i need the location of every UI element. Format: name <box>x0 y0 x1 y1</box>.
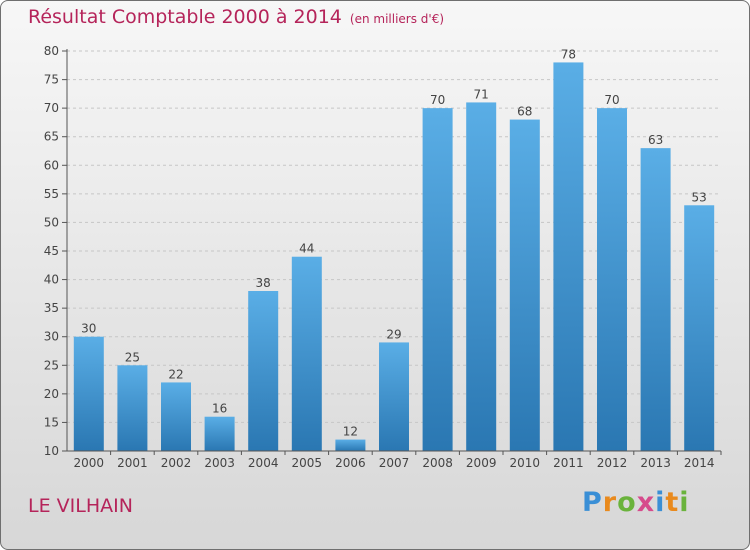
bar-value-label: 16 <box>212 402 227 416</box>
bar <box>161 382 191 451</box>
bar-value-label: 70 <box>430 93 445 107</box>
logo-letter: i <box>655 487 666 518</box>
x-tick-label: 2001 <box>117 456 148 470</box>
bar-value-label: 71 <box>474 87 489 101</box>
bar-value-label: 30 <box>81 322 96 336</box>
chart-title-text: Résultat Comptable 2000 à 2014 <box>28 6 342 28</box>
logo-letter: x <box>636 487 656 518</box>
bar <box>684 205 715 451</box>
y-tick-label: 20 <box>44 387 59 401</box>
commune-name: LE VILHAIN <box>28 495 133 517</box>
bar <box>553 62 584 452</box>
logo-letter: o <box>617 487 637 518</box>
x-tick-label: 2006 <box>335 456 366 470</box>
bar <box>597 108 627 452</box>
bar <box>204 416 235 451</box>
bar <box>73 336 104 451</box>
bar-value-label: 68 <box>517 105 532 119</box>
bar-value-label: 70 <box>604 93 619 107</box>
x-tick-label: 2010 <box>510 456 541 470</box>
y-tick-label: 65 <box>44 130 59 144</box>
bar <box>466 102 497 451</box>
y-tick-label: 30 <box>44 330 59 344</box>
y-tick-label: 50 <box>44 215 59 229</box>
y-tick-label: 15 <box>44 415 59 429</box>
axes: 10 15 20 25 30 35 40 45 50 55 60 65 70 75 80 2000 2001 20… <box>44 44 722 470</box>
bar <box>509 119 540 452</box>
bar-value-label: 22 <box>168 367 183 381</box>
x-tick-label: 2007 <box>379 456 410 470</box>
y-tick-label: 75 <box>44 73 59 87</box>
x-tick-label: 2011 <box>553 456 584 470</box>
bar-value-label: 44 <box>299 242 314 256</box>
y-tick-label: 25 <box>44 358 59 372</box>
logo-letter: P <box>582 487 603 518</box>
chart-title: Résultat Comptable 2000 à 2014 (en millie… <box>28 6 444 28</box>
y-tick-label: 10 <box>44 444 59 458</box>
chart-unit: (en milliers d'€) <box>349 12 445 26</box>
bar <box>117 365 148 451</box>
logo-letter: r <box>602 487 618 518</box>
y-tick-label: 80 <box>44 44 59 58</box>
proxiti-logo: Proxiti <box>582 487 690 518</box>
bar <box>379 342 409 451</box>
y-tick-label: 70 <box>44 101 59 115</box>
y-tick-label: 55 <box>44 187 59 201</box>
bar-value-label: 25 <box>125 350 140 364</box>
x-tick-label: 2013 <box>640 456 671 470</box>
bar-value-label: 63 <box>648 133 663 147</box>
x-tick-label: 2009 <box>466 456 497 470</box>
y-tick-label: 45 <box>44 244 59 258</box>
x-tick-label: 2002 <box>161 456 192 470</box>
bar-value-label: 38 <box>256 276 271 290</box>
bars <box>73 62 715 452</box>
bar-value-label: 29 <box>386 327 401 341</box>
bar-value-label: 78 <box>561 47 576 61</box>
bar <box>248 291 279 451</box>
logo-letter: t <box>665 487 680 518</box>
x-tick-label: 2008 <box>422 456 453 470</box>
bar <box>291 256 322 451</box>
bar <box>422 108 453 452</box>
logo-letter: i <box>679 487 690 518</box>
y-tick-label: 35 <box>44 301 59 315</box>
bar <box>640 148 671 451</box>
y-tick-label: 60 <box>44 158 59 172</box>
x-tick-label: 2000 <box>74 456 105 470</box>
bar <box>335 439 366 451</box>
data-labels: 30 25 22 16 38 44 12 29 70 71 68 78 70 63 53 <box>81 47 707 438</box>
x-tick-label: 2014 <box>684 456 715 470</box>
x-tick-label: 2005 <box>292 456 323 470</box>
bar-value-label: 12 <box>343 425 358 439</box>
bar-value-label: 53 <box>692 190 707 204</box>
x-tick-label: 2004 <box>248 456 279 470</box>
x-tick-label: 2012 <box>597 456 628 470</box>
x-tick-label: 2003 <box>204 456 235 470</box>
y-tick-label: 40 <box>44 273 59 287</box>
